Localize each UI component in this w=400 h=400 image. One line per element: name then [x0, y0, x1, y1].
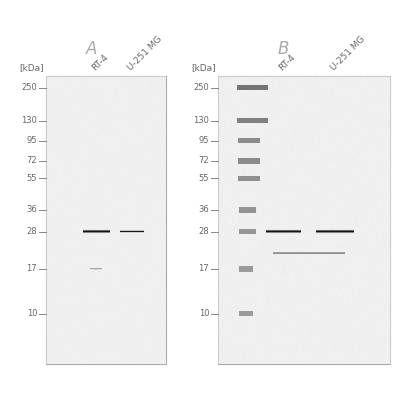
Bar	[239, 311, 253, 316]
Text: 95: 95	[27, 136, 37, 145]
Text: 55: 55	[199, 174, 209, 183]
Bar	[238, 158, 260, 164]
Text: 10: 10	[199, 309, 209, 318]
Text: 250: 250	[194, 83, 209, 92]
Bar	[237, 118, 268, 123]
Bar	[239, 229, 256, 234]
Text: 95: 95	[199, 136, 209, 145]
Text: 17: 17	[26, 264, 37, 274]
Text: [kDa]: [kDa]	[19, 63, 44, 72]
Text: 130: 130	[193, 116, 209, 125]
Text: 17: 17	[198, 264, 209, 274]
Text: 28: 28	[26, 227, 37, 236]
Text: [kDa]: [kDa]	[191, 63, 216, 72]
Text: 55: 55	[27, 174, 37, 183]
Text: B: B	[278, 40, 289, 58]
Text: 72: 72	[26, 156, 37, 166]
Text: 72: 72	[198, 156, 209, 166]
Text: 36: 36	[198, 206, 209, 214]
Bar	[237, 85, 268, 90]
Bar	[239, 266, 253, 272]
Text: U-251 MG: U-251 MG	[328, 34, 366, 72]
Text: 130: 130	[21, 116, 37, 125]
Bar	[238, 176, 260, 181]
Text: A: A	[86, 40, 97, 58]
Text: RT-4: RT-4	[90, 52, 110, 72]
Bar	[218, 76, 390, 364]
Bar	[238, 138, 260, 143]
Text: U-251 MG: U-251 MG	[126, 34, 164, 72]
Text: RT-4: RT-4	[277, 52, 297, 72]
Bar	[239, 207, 256, 212]
Text: 28: 28	[198, 227, 209, 236]
Text: 10: 10	[27, 309, 37, 318]
Text: 36: 36	[26, 206, 37, 214]
Bar	[46, 76, 166, 364]
Text: 250: 250	[22, 83, 37, 92]
